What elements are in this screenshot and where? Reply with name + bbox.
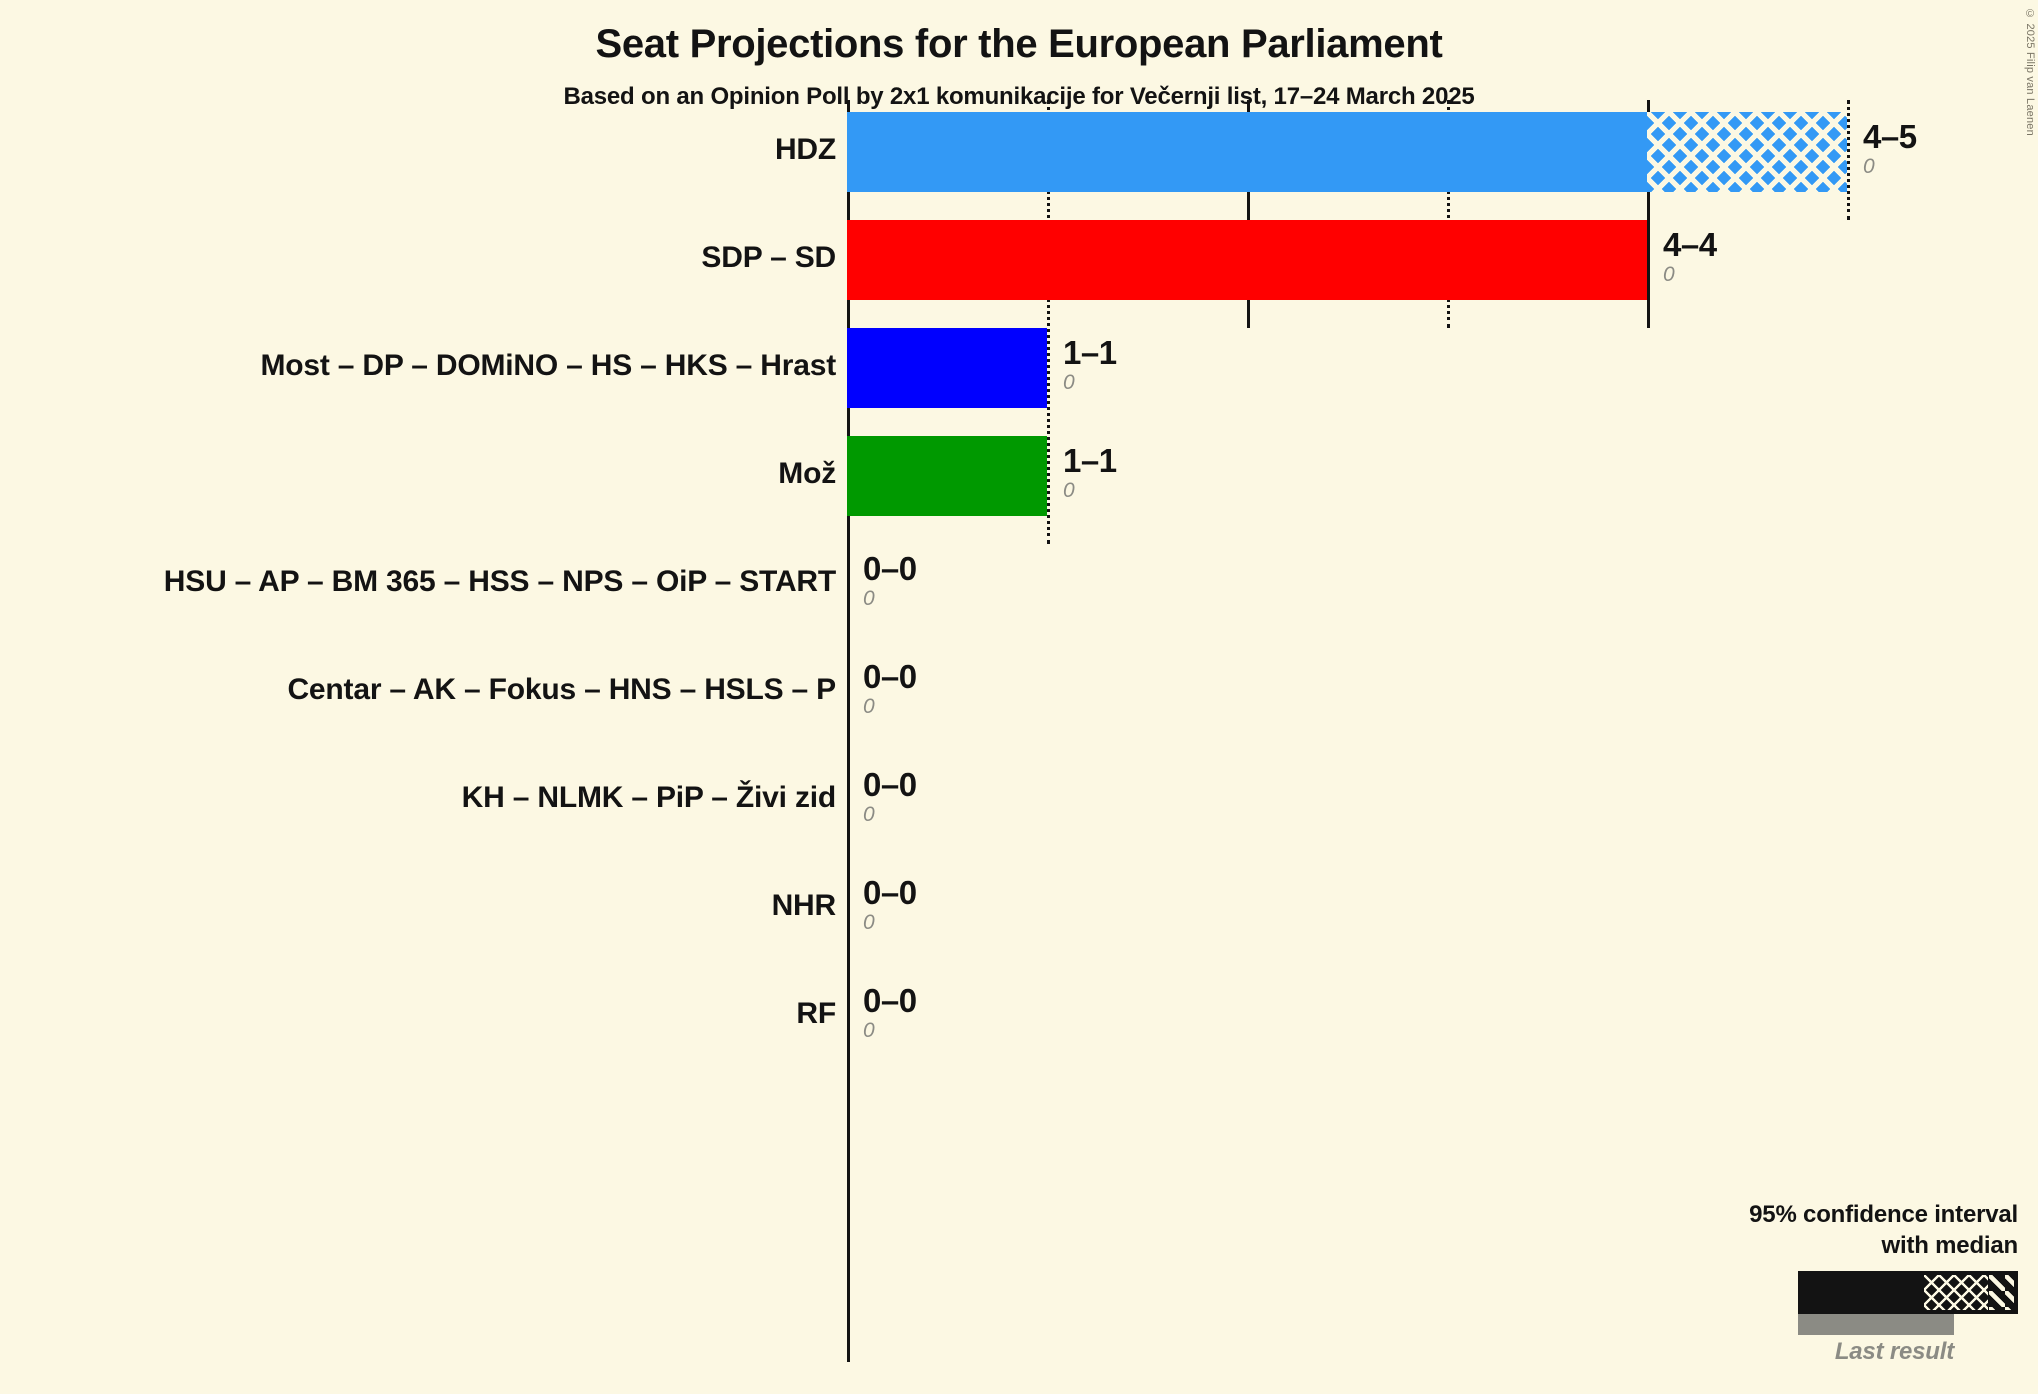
row-label: RF — [796, 997, 836, 1030]
row-value-block: 1–1 0 — [1063, 335, 1117, 395]
row-value-block: 4–5 0 — [1863, 119, 1917, 179]
last-result-value: 0 — [863, 587, 875, 610]
gridline-1-seats — [1047, 100, 1050, 544]
seat-range-value: 4–5 — [1863, 118, 1917, 155]
chart-row: NHR 0–0 0 — [0, 868, 2038, 948]
legend-title: 95% confidence interval with median — [1578, 1199, 2018, 1261]
legend-median-stripe-swatch — [1989, 1275, 2014, 1310]
gridline-5-seats — [1847, 100, 1850, 220]
chart-row: HSU – AP – BM 365 – HSS – NPS – OiP – ST… — [0, 544, 2038, 624]
bar-median-segment — [847, 112, 1647, 192]
row-label: SDP – SD — [701, 241, 836, 274]
seat-range-value: 0–0 — [863, 766, 917, 803]
bar-median-segment — [847, 220, 1647, 300]
seat-range-value: 0–0 — [863, 658, 917, 695]
chart-row: Centar – AK – Fokus – HNS – HSLS – P 0–0 0 — [0, 652, 2038, 732]
bar-median-segment — [847, 436, 1047, 516]
last-result-value: 0 — [863, 803, 875, 826]
row-value-block: 0–0 0 — [863, 983, 917, 1043]
row-value-block: 0–0 0 — [863, 767, 917, 827]
last-result-value: 0 — [863, 695, 875, 718]
legend-last-result-swatch — [1798, 1314, 1954, 1335]
last-result-value: 0 — [863, 1019, 875, 1042]
legend-line-2: with median — [1881, 1232, 2019, 1259]
legend-line-1: 95% confidence interval — [1749, 1201, 2018, 1228]
row-value-block: 0–0 0 — [863, 551, 917, 611]
row-value-block: 4–4 0 — [1663, 227, 1717, 287]
row-value-block: 0–0 0 — [863, 659, 917, 719]
row-label: NHR — [771, 889, 837, 922]
seat-range-value: 0–0 — [863, 874, 917, 911]
bar-container — [847, 112, 1847, 192]
page-subtitle: Based on an Opinion Poll by 2x1 komunika… — [563, 83, 1475, 110]
seat-range-value: 0–0 — [863, 982, 917, 1019]
gridline-4-seats — [1647, 100, 1650, 328]
chart-row: RF 0–0 0 — [0, 976, 2038, 1056]
legend-ci-hatch-swatch — [1924, 1275, 1988, 1310]
chart-row: HDZ 4–5 0 — [0, 112, 2038, 192]
chart-row: KH – NLMK – PiP – Živi zid 0–0 0 — [0, 760, 2038, 840]
chart-row: Most – DP – DOMiNO – HS – HKS – Hrast 1–1… — [0, 328, 2038, 408]
row-label: KH – NLMK – PiP – Živi zid — [461, 781, 837, 814]
gridline-2-seats — [1247, 100, 1250, 328]
seat-range-value: 1–1 — [1063, 442, 1117, 479]
last-result-value: 0 — [1663, 263, 1675, 286]
bar-container — [847, 220, 1647, 300]
legend: 95% confidence interval with median Last… — [1578, 1199, 2018, 1366]
bar-confidence-segment — [1647, 112, 1847, 192]
row-label: Most – DP – DOMiNO – HS – HKS – Hrast — [260, 349, 836, 382]
row-label: HSU – AP – BM 365 – HSS – NPS – OiP – ST… — [163, 565, 836, 598]
row-value-block: 0–0 0 — [863, 875, 917, 935]
last-result-value: 0 — [863, 911, 875, 934]
last-result-value: 0 — [1863, 155, 1875, 178]
row-label: Mož — [778, 457, 836, 490]
legend-confidence-bar — [1798, 1271, 2018, 1314]
seat-range-value: 0–0 — [863, 550, 917, 587]
bar-container — [847, 328, 1047, 408]
row-label: Centar – AK – Fokus – HNS – HSLS – P — [287, 673, 836, 706]
bar-container — [847, 436, 1047, 516]
chart-row: SDP – SD 4–4 0 — [0, 220, 2038, 300]
page-title: Seat Projections for the European Parlia… — [595, 22, 1443, 66]
row-label: HDZ — [774, 133, 836, 166]
seat-range-value: 4–4 — [1663, 226, 1717, 263]
gridline-3-seats — [1447, 100, 1450, 328]
row-value-block: 1–1 0 — [1063, 443, 1117, 503]
last-result-value: 0 — [1063, 479, 1075, 502]
bar-median-segment — [847, 328, 1047, 408]
last-result-value: 0 — [1063, 371, 1075, 394]
seat-range-value: 1–1 — [1063, 334, 1117, 371]
legend-last-result-label: Last result — [1834, 1338, 1954, 1365]
copyright-notice: © 2025 Filip van Laenen — [2024, 8, 2036, 136]
y-axis-line — [847, 100, 850, 1362]
chart-row: Mož 1–1 0 — [0, 436, 2038, 516]
